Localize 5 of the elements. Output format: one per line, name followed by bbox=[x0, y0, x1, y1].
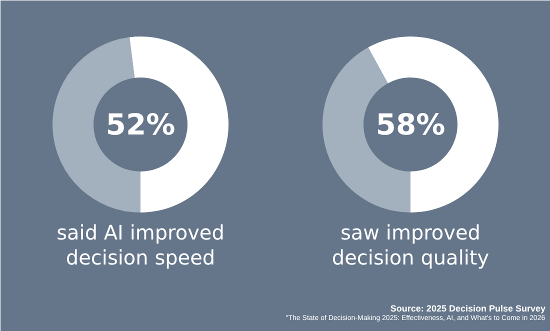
source-note: Source: 2025 Decision Pulse Survey bbox=[390, 304, 546, 314]
text: said AI improved decision speed bbox=[56, 220, 224, 270]
data-label: 58% bbox=[376, 108, 446, 142]
data-label: 52% bbox=[106, 108, 176, 142]
text: saw improved decision quality bbox=[332, 220, 490, 270]
